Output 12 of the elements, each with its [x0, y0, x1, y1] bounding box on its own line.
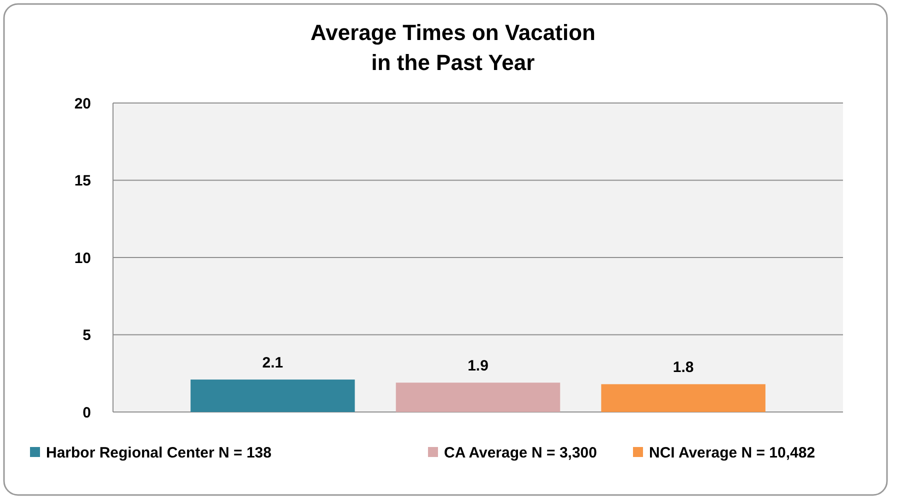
legend-label: NCI Average N = 10,482 — [649, 444, 816, 462]
data-label: 1.9 — [468, 358, 488, 375]
y-tick-label: 0 — [82, 404, 91, 422]
y-tick-label: 10 — [74, 250, 91, 267]
data-label: 2.1 — [262, 354, 284, 372]
y-tick-label: 20 — [74, 95, 91, 112]
y-tick-label: 5 — [82, 327, 91, 344]
legend-label: Harbor Regional Center N = 138 — [46, 444, 272, 462]
legend-label: CA Average N = 3,300 — [444, 444, 597, 462]
y-tick-label: 15 — [74, 172, 91, 190]
data-label: 1.8 — [672, 359, 694, 376]
chart-title: Average Times on Vacation in the Past Year — [310, 20, 596, 75]
